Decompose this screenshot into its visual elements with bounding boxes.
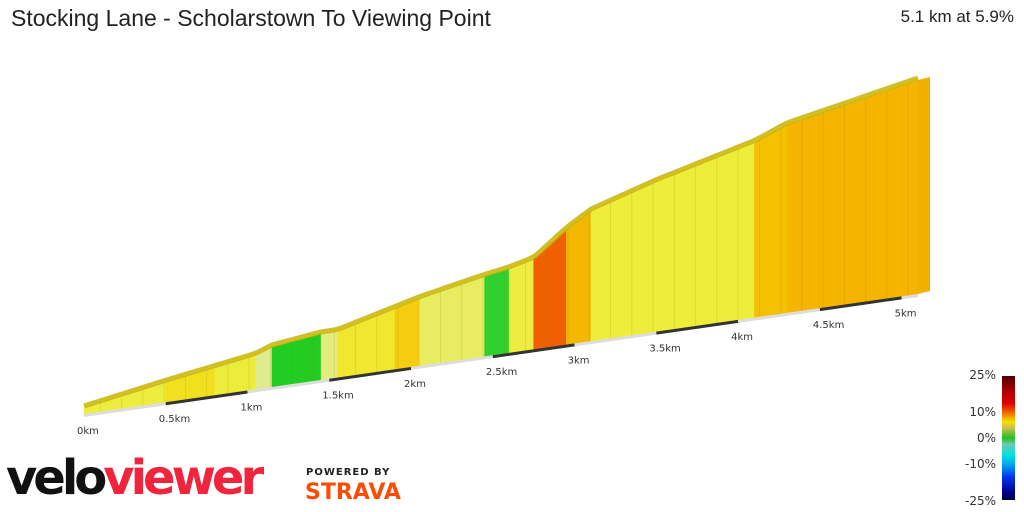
gradient-segments — [83, 79, 919, 415]
profile-top-edge — [83, 75, 930, 409]
tick-label: 3km — [568, 355, 590, 366]
gradient-segment — [566, 210, 592, 345]
veloviewer-logo[interactable]: veloviewer — [6, 450, 264, 506]
gradient-color-scale — [1002, 376, 1015, 500]
tick-label: 4km — [731, 332, 753, 343]
distance-tick-labels: 0km 0.5km 1km 1.5km 2km 2.5km 3km 3.5km 4km 4.5km… — [77, 308, 917, 437]
gradient-segment — [533, 228, 567, 350]
tick-label: 4.5km — [813, 320, 844, 331]
segment-stats: 5.1 km at 5.9% — [900, 7, 1014, 26]
strava-logo[interactable]: STRAVA — [305, 480, 401, 505]
tick-label: 0.5km — [159, 414, 190, 425]
legend-label-neg25: -25% — [964, 494, 996, 508]
gradient-segment — [484, 268, 510, 357]
legend-label-25: 25% — [969, 368, 996, 382]
tick-label: 3.5km — [649, 344, 680, 355]
tick-label: 2.5km — [486, 367, 517, 378]
tick-label: 0km — [77, 426, 99, 437]
distance-axis — [83, 294, 919, 417]
legend-label-0: 0% — [976, 431, 996, 445]
powered-by-label: POWERED BY — [306, 467, 391, 478]
gradient-segment — [320, 331, 338, 381]
tick-label: 5km — [895, 308, 917, 319]
tick-label: 1.5km — [322, 391, 353, 402]
legend-label-neg10: -10% — [964, 457, 996, 471]
tick-label: 2km — [404, 379, 426, 390]
logo-velo: velo — [6, 450, 107, 506]
segment-title: Stocking Lane - Scholarstown To Viewing … — [11, 5, 491, 31]
tick-label: 1km — [241, 402, 263, 413]
logo-viewer: viewer — [103, 450, 264, 506]
gradient-segment — [418, 275, 485, 367]
legend-label-10: 10% — [969, 405, 996, 419]
gradient-segment — [508, 258, 535, 354]
